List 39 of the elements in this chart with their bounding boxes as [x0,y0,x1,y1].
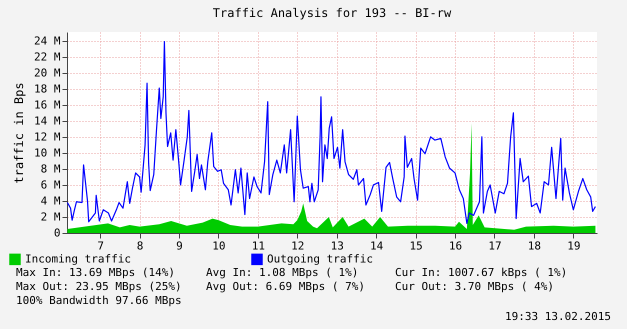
text: Avg In: 1.08 MBps ( 1%) [206,266,358,279]
y-tick-label: 16 M [34,98,61,112]
y-tick-label: 6 M [40,178,61,192]
x-tick-label: 18 [528,240,542,252]
x-tick-label: 19 [567,240,580,252]
text: Cur Out: 3.70 MBps ( 4%) [395,280,554,293]
x-tick-label: 14 [370,240,384,252]
y-tick-label: 8 M [40,162,61,176]
chart-title: Traffic Analysis for 193 -- BI-rw [212,6,452,20]
x-tick-label: 17 [488,240,502,252]
x-tick-label: 8 [136,240,144,252]
text: 100% Bandwidth 97.66 MBps [16,294,182,307]
y-tick-label: 10 M [34,146,61,160]
x-tick-label: 10 [212,240,226,252]
text: Max In: 13.69 MBps (14%) [16,266,175,279]
y-axis-title: traffic in Bps [12,82,26,184]
text: Avg Out: 6.69 MBps ( 7%) [206,280,365,293]
x-tick-label: 7 [97,240,104,252]
x-tick-label: 12 [291,240,304,252]
y-tick-label: 22 M [34,50,61,64]
y-tick-label: 12 M [34,130,61,144]
text: 19:33 13.02.2015 [505,310,611,323]
line-series [66,41,596,224]
y-tick-label: 4 M [40,194,61,208]
text: Cur In: 1007.67 kBps ( 1%) [395,266,568,279]
legend-label: Outgoing traffic [267,252,373,266]
x-tick-label: 15 [409,240,423,252]
y-tick-label: 20 M [34,66,61,80]
x-tick-label: 16 [448,240,462,252]
y-tick-label: 2 M [40,210,61,224]
x-tick-label: 13 [330,240,344,252]
y-tick-label: 0 [54,226,60,240]
x-tick-label: 11 [252,240,265,252]
x-tick-label: 9 [176,240,183,252]
text: Max Out: 23.95 MBps (25%) [16,280,182,293]
y-tick-label: 14 M [34,114,61,128]
y-tick-label: 24 M [34,34,61,48]
y-tick-label: 18 M [34,82,61,96]
legend-label: Incoming traffic [25,252,131,266]
